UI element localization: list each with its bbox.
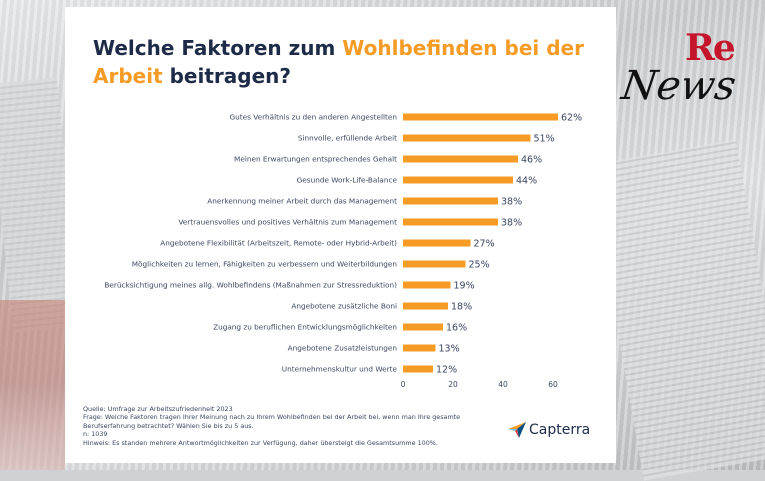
category-label: Zugang zu beruflichen Entwicklungsmöglic… [213,323,397,332]
category-label: Anerkennung meiner Arbeit durch das Mana… [207,197,397,206]
title-accent: Wohlbefinden bei der Arbeit [93,36,584,88]
bar [403,155,518,163]
value-label: 19% [454,281,475,292]
bar [403,323,443,331]
value-label: 18% [451,302,472,313]
question-note: Frage: Welche Faktoren tragen Ihrer Mein… [83,413,461,430]
value-label: 16% [446,323,467,334]
value-label: 12% [436,365,457,376]
source-note: Quelle: Umfrage zur Arbeitszufriedenheit… [83,405,233,413]
value-label: 25% [469,260,490,271]
logo-re: Re [685,27,736,69]
bar [403,134,531,142]
category-label: Angebotene Flexibilität (Arbeitszeit, Re… [160,239,397,248]
x-tick-label: 60 [548,380,558,389]
value-label: 38% [501,197,522,208]
value-label: 27% [474,239,495,250]
sample-size-note: n: 1039 [83,430,108,439]
category-label: Berücksichtigung meines allg. Wohlbefind… [104,281,397,290]
capterra-brand: Capterra [508,422,590,438]
infographic-card: Welche Faktoren zum Wohlbefinden bei der… [65,7,616,463]
value-label: 38% [501,218,522,229]
category-label: Gesunde Work-Life-Balance [297,176,398,185]
bar [403,260,466,268]
category-label: Angebotene Zusatzleistungen [288,344,397,353]
category-label: Sinnvolle, erfüllende Arbeit [298,134,397,143]
x-tick-label: 20 [448,380,458,389]
bar [403,218,498,226]
value-label: 62% [561,113,582,124]
bar [403,344,436,352]
bar [403,197,498,205]
capterra-name: Capterra [529,422,591,438]
category-label: Möglichkeiten zu lernen, Fähigkeiten zu … [132,260,397,269]
category-label: Angebotene zusätzliche Boni [291,302,397,311]
chart-title: Welche Faktoren zum Wohlbefinden bei der… [93,36,584,88]
bar [403,239,471,247]
bar [403,302,448,310]
bar [403,281,451,289]
chart-notes: Quelle: Umfrage zur Arbeitszufriedenheit… [83,405,503,447]
x-tick-label: 40 [498,380,508,389]
bar-chart: Gutes Verhältnis zu den anderen Angestel… [104,113,582,390]
logo-news: News [618,63,739,109]
value-label: 46% [521,155,542,166]
renews-logo: Re News [618,28,748,118]
bar [403,176,513,184]
value-label: 13% [439,344,460,355]
category-label: Vertrauensvolles und positives Verhältni… [178,218,397,227]
value-label: 44% [516,176,537,187]
bar [403,113,558,121]
x-tick-label: 0 [401,380,406,389]
hint-note: Hinweis: Es standen mehrere Antwortmögli… [83,438,438,447]
category-label: Gutes Verhältnis zu den anderen Angestel… [229,113,397,122]
value-label: 51% [534,134,555,145]
capterra-arrow-icon [508,422,526,438]
category-label: Unternehmenskultur und Werte [282,365,398,374]
bar [403,365,433,373]
category-label: Meinen Erwartungen entsprechendes Gehalt [234,155,397,164]
